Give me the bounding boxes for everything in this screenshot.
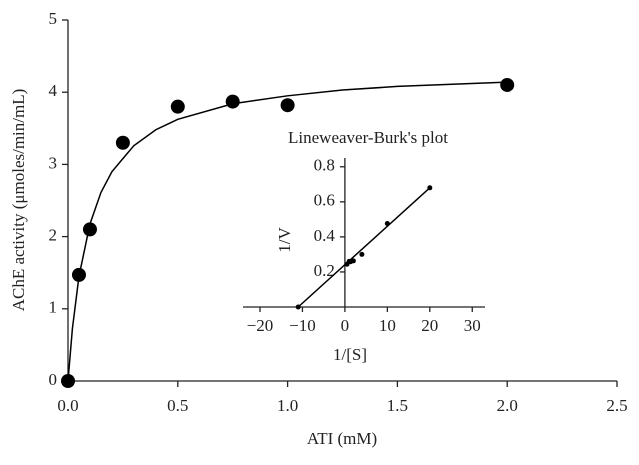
inset-title: Lineweaver-Burk's plot (288, 128, 448, 147)
data-point (82, 222, 97, 237)
y-tick-label: 1 (49, 298, 58, 317)
y-tick-label: 3 (49, 153, 58, 172)
data-point (225, 94, 240, 109)
y-tick-label: 0.2 (314, 261, 335, 280)
x-tick-label: 0.5 (167, 396, 188, 415)
data-point (500, 77, 515, 92)
y-tick-label: 2 (49, 226, 58, 245)
y-tick-label: 4 (49, 81, 58, 100)
y-tick-label: 0.4 (314, 226, 336, 245)
y-tick-label: 5 (49, 9, 58, 28)
y-tick-label: 0.8 (314, 156, 335, 175)
data-point (170, 99, 185, 114)
fit-line (297, 187, 431, 308)
x-tick-label: 2.5 (606, 396, 627, 415)
x-tick-label: 10 (379, 316, 396, 335)
x-tick-label: 0 (341, 316, 350, 335)
fit-line (67, 81, 508, 382)
x-tick-label: −10 (289, 316, 316, 335)
x-tick-label: 30 (464, 316, 481, 335)
x-axis-label: ATI (mM) (307, 429, 377, 448)
data-point (350, 258, 356, 264)
inset-x-axis-label: 1/[S] (333, 345, 367, 364)
y-axis-label: AChE activity (μmoles/min/mL) (9, 89, 28, 312)
x-tick-label: 2.0 (497, 396, 518, 415)
x-tick-label: 0.0 (57, 396, 78, 415)
x-tick-label: 1.0 (277, 396, 298, 415)
data-point (359, 251, 365, 257)
y-tick-label: 0 (49, 370, 58, 389)
x-tick-label: −20 (247, 316, 274, 335)
x-tick-label: 1.5 (387, 396, 408, 415)
data-point (280, 98, 295, 113)
inset-y-axis-label: 1/V (275, 227, 294, 253)
data-point (115, 135, 130, 150)
y-tick-label: 0.6 (314, 191, 335, 210)
x-tick-label: 20 (421, 316, 438, 335)
